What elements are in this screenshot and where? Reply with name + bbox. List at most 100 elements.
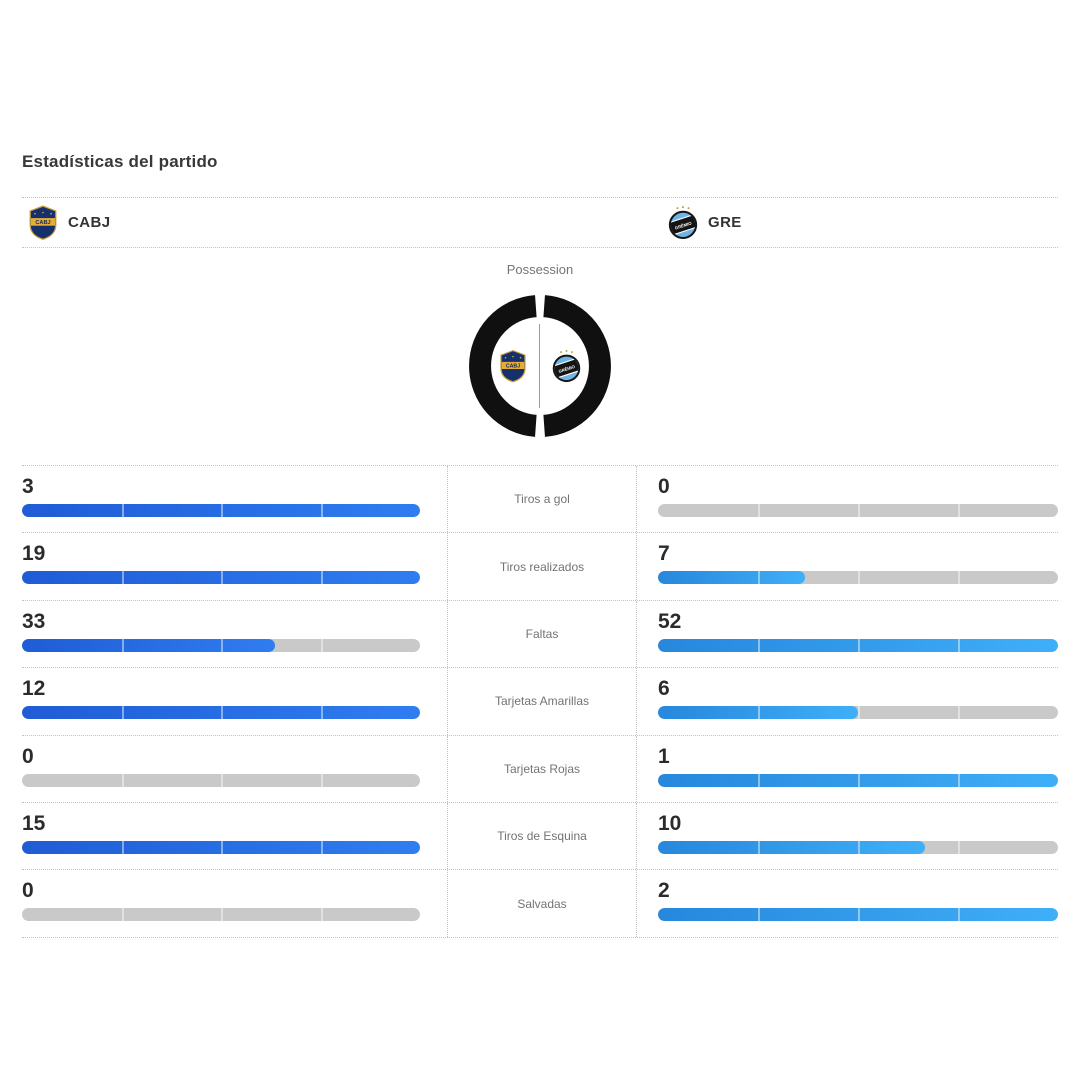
bar-separator bbox=[320, 638, 323, 652]
bar-separator bbox=[221, 773, 223, 787]
bar-separator bbox=[958, 638, 960, 652]
bar-separator bbox=[121, 908, 124, 922]
stat-label: Tiros a gol bbox=[514, 492, 570, 507]
boca-juniors-crest-icon bbox=[29, 205, 57, 240]
bar-separator bbox=[958, 571, 960, 585]
stat-label-cell: Faltas bbox=[447, 600, 637, 668]
stat-label-cell: Tarjetas Amarillas bbox=[447, 668, 637, 735]
bar-separator bbox=[958, 840, 960, 854]
stat-row: 0 Tarjetas Rojas 1 bbox=[22, 735, 1058, 803]
bar-separator bbox=[221, 840, 223, 854]
stat-label-cell: Tarjetas Rojas bbox=[447, 735, 637, 802]
away-team-header: GRE bbox=[667, 198, 742, 247]
stat-row: 12 Tarjetas Amarillas 6 bbox=[22, 668, 1058, 736]
home-stat-value: 0 bbox=[22, 744, 34, 768]
away-stat-value: 1 bbox=[658, 744, 670, 768]
bar-separator bbox=[758, 706, 760, 720]
stat-row: 0 Salvadas 2 bbox=[22, 870, 1058, 938]
possession-section: Possession bbox=[22, 248, 1058, 465]
home-stat-bar bbox=[22, 706, 420, 720]
bar-separator bbox=[758, 908, 760, 922]
away-stat-cell: 0 bbox=[637, 466, 1058, 532]
bar-separator bbox=[221, 638, 223, 652]
away-stat-bar bbox=[658, 638, 1058, 652]
stat-row: 15 Tiros de Esquina 10 bbox=[22, 802, 1058, 871]
bar-separator bbox=[858, 840, 860, 854]
bar-separator bbox=[320, 706, 323, 720]
home-stat-value: 33 bbox=[22, 609, 46, 633]
bar-separator bbox=[858, 638, 860, 652]
bar-separator bbox=[958, 908, 960, 922]
home-stat-cell: 0 bbox=[22, 736, 447, 802]
stat-label: Salvadas bbox=[517, 896, 567, 911]
away-stat-bar bbox=[658, 773, 1058, 787]
bar-separator bbox=[320, 773, 323, 787]
stat-label: Tarjetas Amarillas bbox=[494, 694, 590, 709]
away-stat-bar bbox=[658, 706, 1058, 720]
bar-separator bbox=[221, 571, 223, 585]
stat-label-cell: Tiros realizados bbox=[447, 533, 637, 600]
home-stat-cell: 19 bbox=[22, 533, 447, 599]
home-stat-value: 19 bbox=[22, 542, 46, 566]
away-stat-bar bbox=[658, 571, 1058, 585]
stat-label: Tarjetas Rojas bbox=[503, 761, 581, 776]
home-team-abbr: CABJ bbox=[68, 214, 111, 231]
stat-label: Faltas bbox=[525, 626, 559, 641]
away-bar-fill bbox=[658, 840, 925, 854]
away-bar-fill bbox=[658, 908, 1058, 922]
stat-label-cell: Tiros de Esquina bbox=[447, 802, 637, 870]
bar-separator bbox=[858, 571, 860, 585]
possession-label: Possession bbox=[506, 262, 574, 277]
bar-separator bbox=[121, 504, 124, 517]
bar-separator bbox=[858, 773, 860, 787]
home-stat-cell: 3 bbox=[22, 466, 447, 532]
away-stat-value: 6 bbox=[658, 677, 670, 701]
away-stat-cell: 7 bbox=[637, 533, 1058, 599]
home-stat-cell: 12 bbox=[22, 668, 447, 734]
away-bar-fill bbox=[658, 571, 806, 585]
away-stat-value: 52 bbox=[658, 609, 682, 633]
page-title: Estadísticas del partido bbox=[22, 152, 218, 171]
possession-donut-center bbox=[465, 291, 615, 441]
stat-label-cell: Tiros a gol bbox=[447, 466, 637, 533]
bar-separator bbox=[958, 773, 960, 787]
away-stat-cell: 6 bbox=[637, 668, 1058, 734]
stat-label: Tiros realizados bbox=[499, 559, 585, 574]
bar-separator bbox=[958, 706, 960, 720]
home-bar-fill bbox=[22, 504, 420, 517]
home-stat-cell: 0 bbox=[22, 870, 447, 936]
bar-separator bbox=[320, 571, 323, 585]
home-team-header: CABJ bbox=[27, 198, 110, 247]
away-team-abbr: GRE bbox=[708, 214, 742, 231]
possession-divider bbox=[539, 324, 540, 408]
away-bar-fill bbox=[658, 706, 858, 720]
bar-separator bbox=[758, 504, 760, 517]
home-stat-cell: 15 bbox=[22, 803, 447, 869]
home-stat-value: 3 bbox=[22, 475, 34, 498]
bar-separator bbox=[121, 571, 124, 585]
bar-separator bbox=[320, 908, 323, 922]
stat-row: 3 Tiros a gol 0 bbox=[22, 466, 1058, 534]
boca-juniors-crest-icon bbox=[500, 350, 526, 383]
away-stat-value: 7 bbox=[658, 542, 670, 566]
home-bar-fill bbox=[22, 706, 420, 720]
bar-separator bbox=[121, 840, 124, 854]
bar-separator bbox=[858, 908, 860, 922]
home-stat-cell: 33 bbox=[22, 601, 447, 667]
away-bar-fill bbox=[658, 638, 1058, 652]
home-stat-bar bbox=[22, 840, 420, 854]
away-stat-cell: 52 bbox=[637, 601, 1058, 667]
bar-separator bbox=[121, 773, 124, 787]
away-stat-value: 10 bbox=[658, 811, 682, 835]
bar-separator bbox=[758, 773, 760, 787]
home-stat-value: 12 bbox=[22, 677, 46, 701]
home-stat-value: 15 bbox=[22, 811, 46, 835]
bar-separator bbox=[121, 706, 124, 720]
bar-separator bbox=[758, 840, 760, 854]
stats-table: 3 Tiros a gol 0 19 bbox=[22, 465, 1058, 938]
bar-separator bbox=[320, 840, 323, 854]
bar-separator bbox=[221, 504, 223, 517]
bar-separator bbox=[121, 638, 124, 652]
bar-separator bbox=[858, 504, 860, 517]
